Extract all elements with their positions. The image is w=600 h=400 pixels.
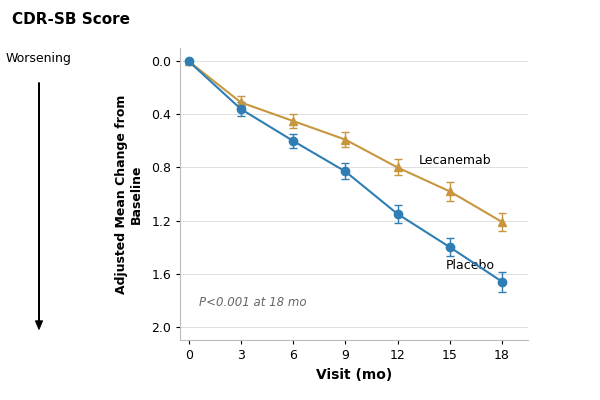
Text: P<0.001 at 18 mo: P<0.001 at 18 mo <box>199 296 307 309</box>
Y-axis label: Adjusted Mean Change from
Baseline: Adjusted Mean Change from Baseline <box>115 94 143 294</box>
X-axis label: Visit (mo): Visit (mo) <box>316 368 392 382</box>
Text: CDR-SB Score: CDR-SB Score <box>12 12 130 27</box>
Text: Lecanemab: Lecanemab <box>418 154 491 167</box>
Text: Placebo: Placebo <box>446 259 495 272</box>
Text: Worsening: Worsening <box>6 52 72 65</box>
